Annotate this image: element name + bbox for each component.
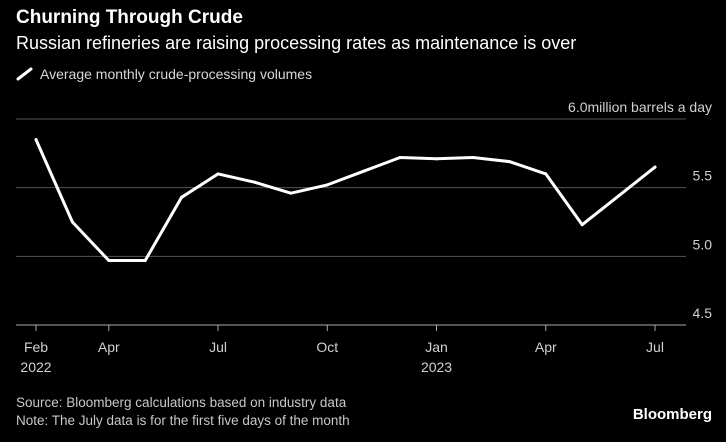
series-layer: [34, 138, 657, 262]
data-point-2: [107, 258, 111, 262]
x-tick-year-2022: 2022: [20, 359, 51, 375]
data-point-3: [143, 258, 147, 262]
data-point-9: [362, 169, 366, 173]
data-point-12: [471, 155, 475, 159]
y-tick-label-5.5: 5.5: [693, 168, 713, 184]
x-tick-labels: Feb 2022 Apr Jul Oct Jan 2023 Apr Jul: [20, 325, 664, 375]
data-point-5: [216, 172, 220, 176]
x-tick-label-jul: Jul: [209, 339, 227, 355]
data-point-14: [544, 172, 548, 176]
data-point-0: [34, 138, 38, 142]
legend-label: Average monthly crude-processing volumes: [40, 66, 313, 82]
data-point-13: [507, 160, 511, 164]
legend: Average monthly crude-processing volumes: [16, 66, 312, 82]
x-tick-label-feb: Feb: [24, 339, 48, 355]
data-point-11: [435, 157, 439, 161]
y-tick-label-5.0: 5.0: [693, 236, 713, 252]
y-tick-label-6.0: 6.0million barrels a day: [568, 99, 712, 115]
data-point-17: [653, 165, 657, 169]
chart-title: Churning Through Crude: [16, 7, 243, 28]
x-tick-label-apr: Apr: [98, 339, 120, 355]
series-line-0: [34, 138, 657, 262]
grid-lines: [16, 118, 686, 257]
x-tick-label-jan: Jan: [425, 339, 448, 355]
data-point-8: [325, 183, 329, 187]
x-tick-label-jul: Jul: [646, 339, 664, 355]
x-tick-label-oct: Oct: [316, 339, 338, 355]
data-point-16: [617, 194, 621, 198]
y-tick-labels: 6.0million barrels a day 5.5 5.0 4.5: [568, 99, 712, 321]
data-point-4: [180, 195, 184, 199]
chart-subtitle: Russian refineries are raising processin…: [16, 33, 577, 53]
legend-line-icon: [16, 67, 33, 81]
data-point-10: [398, 155, 402, 159]
x-tick-year-2023: 2023: [421, 359, 452, 375]
data-point-7: [289, 191, 293, 195]
source-note: Source: Bloomberg calculations based on …: [16, 395, 347, 410]
x-tick-label-apr: Apr: [535, 339, 557, 355]
data-point-15: [580, 223, 584, 227]
y-tick-label-4.5: 4.5: [693, 305, 713, 321]
bloomberg-logo: Bloomberg: [632, 406, 712, 423]
footnote: Note: The July data is for the first fiv…: [16, 413, 350, 428]
data-point-1: [70, 220, 74, 224]
data-point-6: [252, 180, 256, 184]
